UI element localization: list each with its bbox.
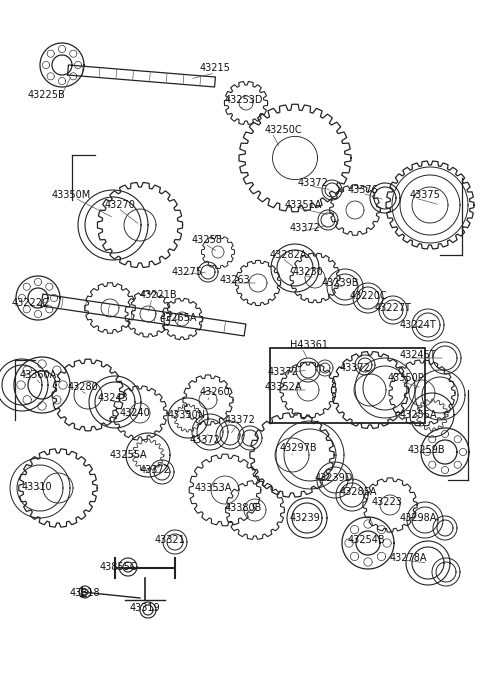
Text: 43372: 43372 (225, 415, 256, 425)
Text: 43360A: 43360A (20, 370, 57, 380)
Text: 43253D: 43253D (225, 95, 264, 105)
Text: 43319: 43319 (130, 603, 161, 613)
Text: 43372: 43372 (140, 465, 171, 475)
Text: 43255A: 43255A (400, 410, 438, 420)
Text: 43245T: 43245T (400, 350, 437, 360)
Text: 43372: 43372 (268, 367, 299, 377)
Text: 43250C: 43250C (265, 125, 302, 135)
Text: 43285A: 43285A (340, 487, 377, 497)
Text: 43222C: 43222C (12, 298, 50, 308)
Text: 43227T: 43227T (375, 303, 412, 313)
Text: 43265A: 43265A (160, 313, 197, 323)
Text: 43298A: 43298A (400, 513, 437, 523)
Text: 43350N: 43350N (168, 410, 206, 420)
Text: 43221B: 43221B (140, 290, 178, 300)
Text: 43376: 43376 (348, 185, 379, 195)
Text: H43361: H43361 (290, 340, 328, 350)
Text: 43225B: 43225B (28, 90, 66, 100)
Text: 43240: 43240 (120, 408, 151, 418)
Text: 43230: 43230 (293, 267, 324, 277)
Text: 43375: 43375 (410, 190, 441, 200)
Text: 43297B: 43297B (280, 443, 318, 453)
Text: 43321: 43321 (155, 535, 186, 545)
Text: 43855C: 43855C (100, 562, 138, 572)
Text: 43223: 43223 (372, 497, 403, 507)
Text: 43351A: 43351A (285, 200, 323, 210)
Text: 43372: 43372 (340, 363, 371, 373)
Text: 43278A: 43278A (390, 553, 428, 563)
Text: 43239: 43239 (290, 513, 321, 523)
Text: 43282A: 43282A (270, 250, 308, 260)
Text: 43352A: 43352A (265, 382, 302, 392)
Text: 43263: 43263 (220, 275, 251, 285)
Text: 43350P: 43350P (388, 373, 425, 383)
Text: 43270: 43270 (105, 200, 136, 210)
Text: 43310: 43310 (22, 482, 53, 492)
Text: 43243: 43243 (98, 393, 129, 403)
Text: 43255A: 43255A (110, 450, 148, 460)
Text: 43239D: 43239D (315, 473, 353, 483)
Text: 43260: 43260 (200, 387, 231, 397)
Text: 43254B: 43254B (348, 535, 385, 545)
Text: 43372: 43372 (190, 435, 221, 445)
Text: 43318: 43318 (70, 588, 101, 598)
Text: 43353A: 43353A (195, 483, 232, 493)
Text: 43224T: 43224T (400, 320, 437, 330)
Text: 43215: 43215 (200, 63, 231, 73)
Text: 43372: 43372 (298, 178, 329, 188)
Text: 43280: 43280 (68, 382, 99, 392)
Text: 43350M: 43350M (52, 190, 91, 200)
Text: 43259B: 43259B (408, 445, 445, 455)
Text: 43239B: 43239B (322, 278, 360, 288)
Text: 43275: 43275 (172, 267, 203, 277)
Text: 43372: 43372 (290, 223, 321, 233)
Text: 43380B: 43380B (225, 503, 263, 513)
Text: 43258: 43258 (192, 235, 223, 245)
Text: 43220C: 43220C (350, 291, 388, 301)
Bar (270, 348, 425, 423)
